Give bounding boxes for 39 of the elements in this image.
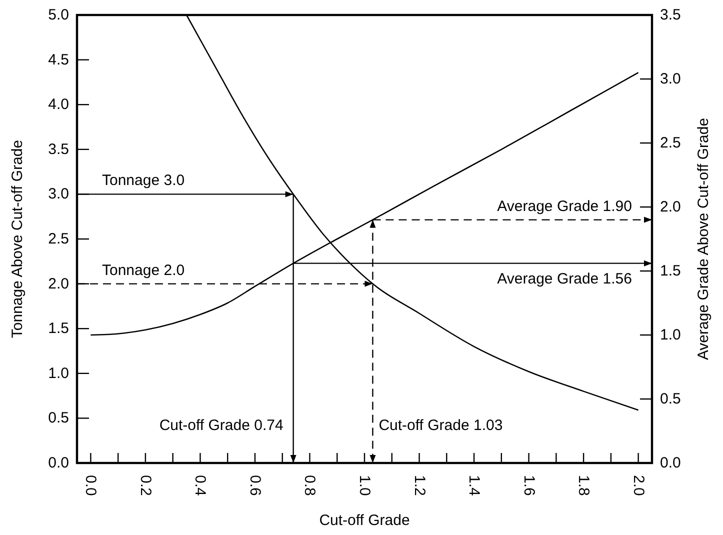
x-tick-label: 1.4 [466, 475, 483, 496]
y2-axis-title: Average Grade Above Cut-off Grade [695, 118, 712, 360]
x-tick-label: 0.0 [82, 475, 100, 496]
ref-line-label: Tonnage 3.0 [102, 172, 185, 190]
y-tick-label: 1.5 [48, 320, 69, 338]
x-axis-title: Cut-off Grade [319, 512, 410, 529]
y2-tick-label: 2.5 [660, 134, 681, 152]
y-tick-label: 3.0 [48, 186, 69, 203]
x-tick-label: 1.8 [575, 475, 592, 496]
x-tick-label: 1.6 [520, 475, 538, 496]
x-tick-label: 1.0 [356, 475, 373, 496]
x-tick-label: 0.8 [301, 475, 318, 496]
y-tick-label: 4.0 [48, 96, 69, 114]
x-tick-label: 0.6 [246, 475, 264, 496]
y2-tick-label: 2.0 [660, 198, 681, 216]
y-axis-title: Tonnage Above Cut-off Grade [9, 140, 26, 338]
x-tick-label: 0.4 [192, 475, 209, 496]
y-tick-label: 0.0 [48, 454, 69, 472]
y2-tick-label: 3.5 [660, 6, 681, 24]
x-tick-label: 1.2 [410, 475, 428, 496]
y-tick-label: 1.0 [48, 364, 69, 382]
y-tick-label: 0.5 [48, 410, 69, 427]
ref-line-label: Cut-off Grade 0.74 [159, 417, 284, 434]
y2-tick-label: 3.0 [660, 70, 681, 88]
ref-line-label: Average Grade 1.56 [497, 270, 632, 288]
ref-line-label: Tonnage 2.0 [102, 262, 185, 279]
y-tick-label: 4.5 [48, 51, 69, 68]
x-tick-label: 2.0 [630, 475, 647, 496]
ref-line-label: Average Grade 1.90 [497, 198, 632, 215]
y2-tick-label: 1.0 [660, 326, 681, 344]
y-tick-label: 3.5 [48, 140, 69, 158]
y2-tick-label: 1.5 [660, 262, 681, 280]
y-tick-label: 2.5 [48, 230, 69, 248]
y2-tick-label: 0.5 [660, 390, 681, 408]
y-tick-label: 2.0 [48, 275, 69, 292]
ref-line-label: Cut-off Grade 1.03 [378, 417, 503, 434]
y2-tick-label: 0.0 [660, 454, 681, 472]
y-tick-label: 5.0 [48, 6, 69, 24]
x-tick-label: 0.2 [136, 475, 154, 496]
